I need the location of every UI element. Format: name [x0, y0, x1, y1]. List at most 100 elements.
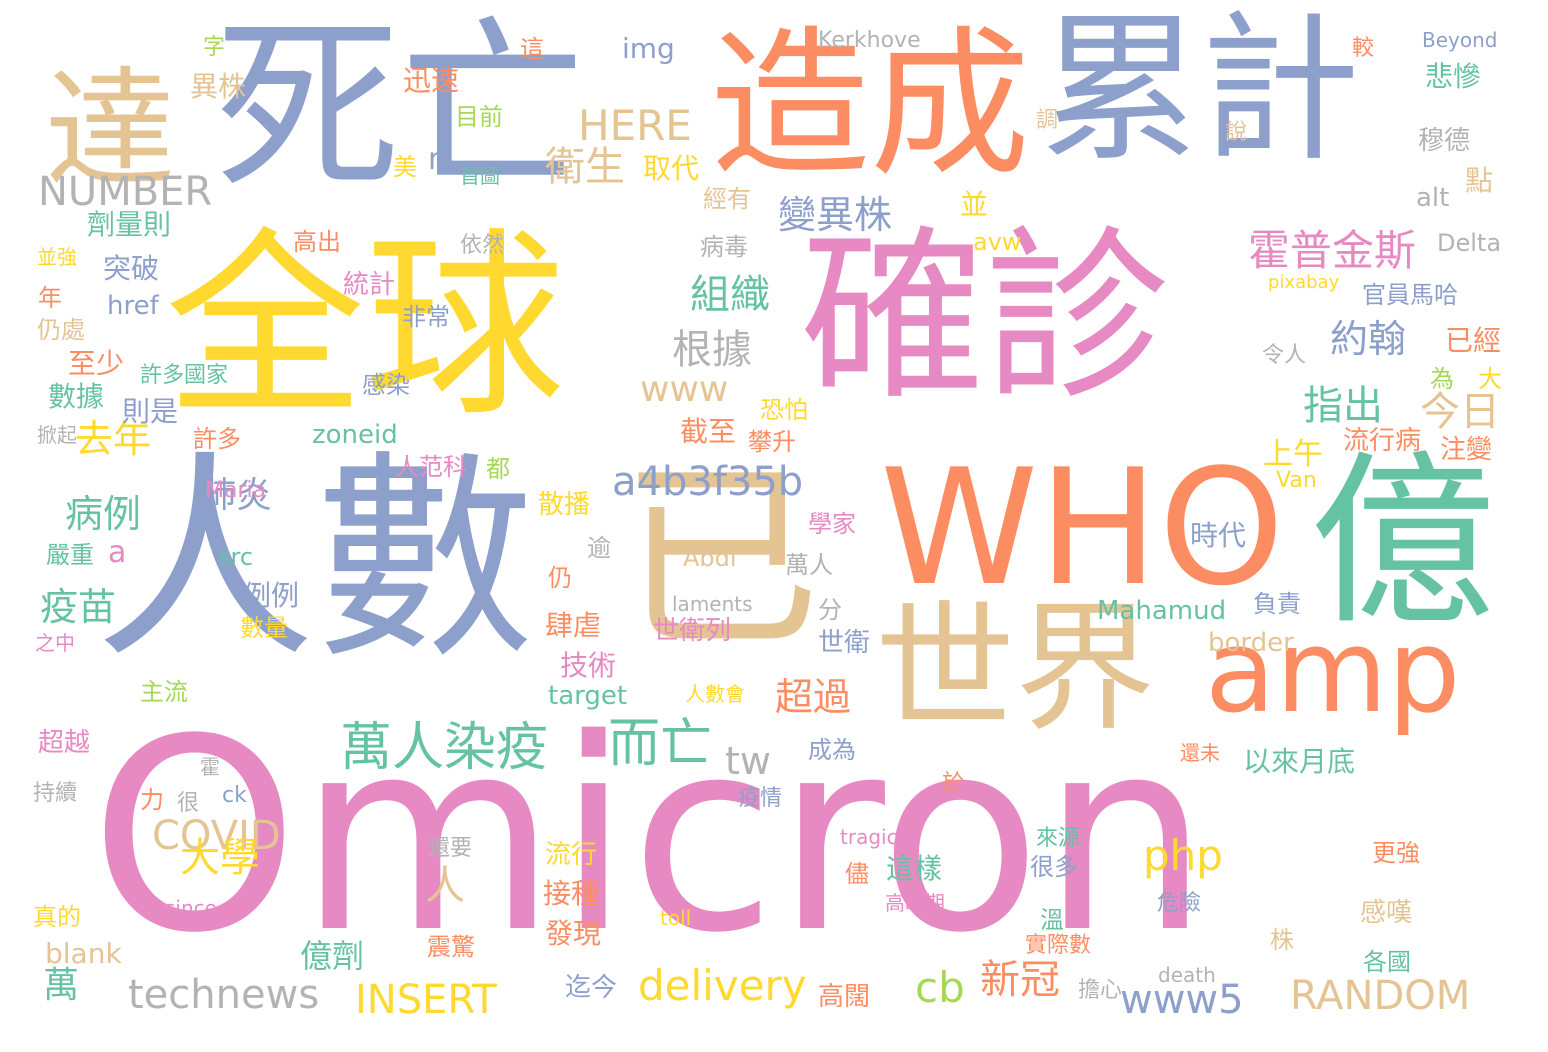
cloud-word: 新冠 — [980, 957, 1060, 1003]
cloud-word: 至少 — [68, 347, 125, 380]
cloud-word: 超越 — [38, 728, 91, 758]
cloud-word: href — [107, 291, 159, 321]
cloud-word: 悲慘 — [1425, 60, 1482, 93]
cloud-word: 流行 — [545, 840, 598, 870]
cloud-word: 技術 — [560, 649, 617, 682]
cloud-word: 擔心 — [1078, 978, 1123, 1003]
cloud-word: 這 — [520, 35, 544, 63]
cloud-word: 病例 — [65, 492, 142, 536]
cloud-word: pixabay — [1268, 272, 1340, 293]
cloud-word: zoneid — [312, 420, 398, 450]
cloud-word: 組織 — [690, 272, 770, 318]
cloud-word: RANDOM — [1290, 973, 1471, 1019]
cloud-word: 約翰 — [1330, 317, 1407, 361]
cloud-word: 學家 — [808, 510, 856, 538]
cloud-word: Beyond — [1422, 28, 1498, 52]
cloud-word: 達 — [45, 54, 176, 206]
cloud-word: 震驚 — [427, 933, 475, 961]
cloud-word: 億 — [1310, 434, 1495, 650]
cloud-word: www5 — [1120, 977, 1244, 1023]
cloud-word: 全球 — [165, 211, 566, 444]
cloud-word: 經有 — [703, 185, 751, 213]
cloud-word: 並強 — [37, 245, 77, 269]
cloud-word: 確診 — [800, 209, 1170, 425]
cloud-word: 官員馬哈 — [1362, 281, 1458, 309]
cloud-word: INSERT — [355, 977, 497, 1023]
cloud-word: 恐怕 — [760, 396, 808, 424]
cloud-word: 很多 — [1030, 853, 1078, 881]
cloud-word: 散播 — [538, 490, 591, 520]
cloud-word: 來源 — [1036, 826, 1081, 851]
cloud-word: 非常 — [402, 303, 450, 331]
cloud-word: avw — [973, 228, 1022, 256]
cloud-word: 累計 — [1040, 0, 1361, 183]
cloud-word: 攀升 — [748, 428, 796, 456]
cloud-word: 死亡 — [215, 0, 585, 215]
cloud-word: 異株 — [190, 70, 247, 103]
cloud-word: src — [218, 543, 254, 571]
cloud-word: 高闊 — [818, 982, 871, 1012]
cloud-word: 萬人 — [785, 551, 833, 579]
cloud-word: 已 — [620, 443, 821, 676]
cloud-word: 仍 — [548, 564, 572, 592]
cloud-word: 目前 — [455, 103, 503, 131]
cloud-word: 迅速 — [403, 64, 460, 97]
cloud-word: 數據 — [48, 380, 105, 413]
cloud-word: 數量 — [240, 614, 288, 642]
cloud-word: 首圖 — [460, 164, 500, 188]
cloud-word: 根據 — [672, 327, 752, 373]
cloud-word: 依然 — [460, 233, 505, 258]
cloud-word: 較 — [1352, 36, 1375, 61]
cloud-word: Maria — [205, 478, 267, 503]
cloud-word: alt — [1416, 183, 1450, 213]
cloud-word: a — [108, 535, 127, 570]
cloud-word: 還要 — [428, 836, 473, 861]
cloud-word: HERE — [578, 101, 692, 150]
cloud-word: 世衛 — [818, 628, 871, 658]
cloud-word: 年 — [38, 284, 62, 312]
cloud-word: 則是 — [122, 395, 179, 428]
cloud-word: php — [1143, 831, 1223, 880]
cloud-word: 萬 — [43, 965, 80, 1006]
cloud-word: 穆德 — [1418, 126, 1471, 156]
cloud-word: border — [1208, 628, 1294, 658]
cloud-word: 並 — [960, 188, 989, 221]
cloud-word: 大學 — [180, 835, 260, 881]
cloud-word: 美 — [393, 153, 417, 181]
cloud-word: 萬人染疫 — [340, 718, 549, 778]
cloud-word: 流行病 — [1343, 426, 1422, 456]
cloud-word: 去年 — [75, 417, 152, 461]
cloud-word: 之中 — [35, 631, 75, 655]
cloud-word: 負責 — [1253, 590, 1301, 618]
cloud-word: www — [640, 369, 729, 410]
cloud-word: 力 — [140, 786, 164, 814]
cloud-word: since — [165, 896, 217, 920]
cloud-word: 今日 — [1420, 389, 1500, 435]
cloud-word: 分 — [818, 596, 842, 624]
cloud-word: 成為 — [808, 736, 856, 764]
cloud-word: COVID — [152, 813, 281, 859]
cloud-word: 很 — [177, 791, 200, 816]
cloud-word: 世界 — [875, 588, 1156, 751]
cloud-word: tragic — [840, 825, 898, 849]
cloud-word: 發現 — [545, 917, 602, 950]
cloud-word: 突破 — [103, 252, 160, 285]
cloud-word: 感嘆 — [1360, 898, 1413, 928]
cloud-word: 霍普金斯 — [1248, 226, 1417, 275]
cloud-word: toll — [660, 906, 692, 930]
cloud-word: 嚴重 — [46, 541, 94, 569]
cloud-word: death — [1158, 963, 1216, 987]
cloud-word: 人數會 — [685, 682, 745, 706]
cloud-word: 為 — [1430, 365, 1454, 393]
cloud-word: Kerkhove — [818, 28, 921, 53]
cloud-word: 肺炎 — [200, 475, 273, 516]
cloud-word: 於 — [942, 771, 965, 796]
cloud-word: Van — [1276, 468, 1317, 493]
cloud-word: n — [428, 142, 448, 177]
cloud-word: 點 — [1465, 164, 1494, 197]
cloud-word: amp — [1205, 605, 1461, 739]
cloud-word: 還未 — [1180, 741, 1220, 765]
cloud-word: 變異株 — [778, 193, 893, 237]
cloud-word: 肆虐 — [545, 609, 602, 642]
